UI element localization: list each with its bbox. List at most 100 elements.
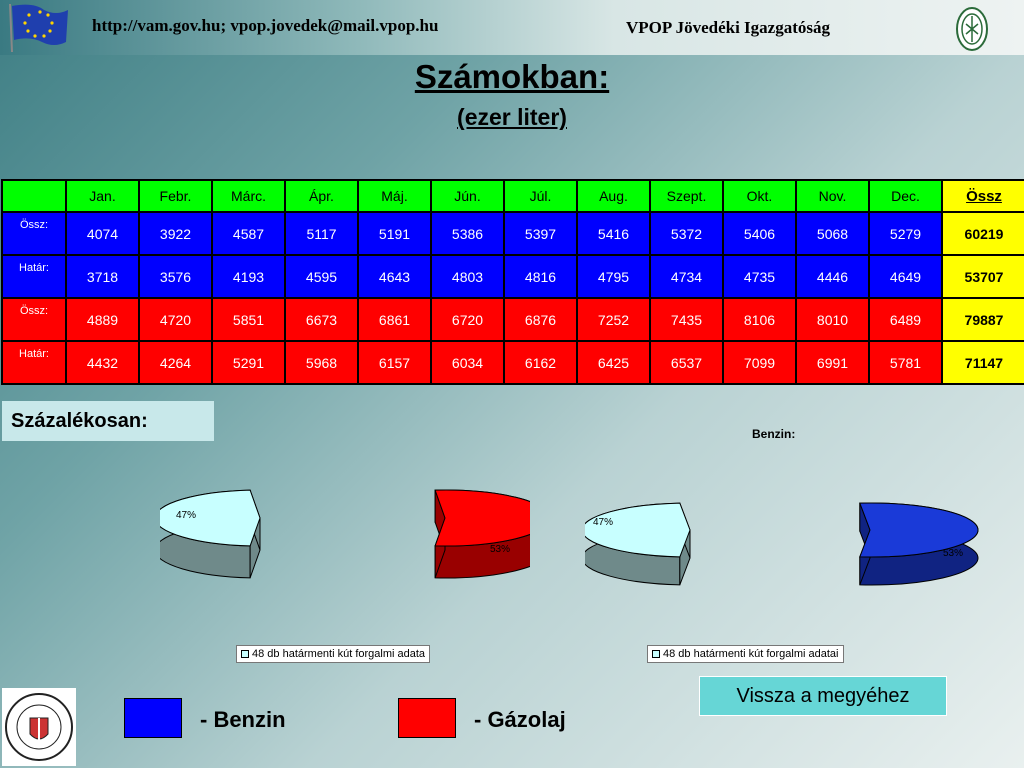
table-cell: 4720 — [138, 297, 213, 342]
table-cell: 5851 — [211, 297, 286, 342]
table-cell: 6876 — [503, 297, 578, 342]
gazolaj-key-label: - Gázolaj — [474, 707, 566, 732]
table-cell: 6861 — [357, 297, 432, 342]
table-cell: 8010 — [795, 297, 870, 342]
table-cell: 4803 — [430, 254, 505, 299]
column-header: Szept. — [649, 179, 724, 213]
table-cell: 6034 — [430, 340, 505, 385]
column-header: Jún. — [430, 179, 505, 213]
column-header: Aug. — [576, 179, 651, 213]
corner-cell — [1, 179, 67, 213]
table-row: Össz: 4074 3922 4587 5117 5191 5386 5397 5416 537… — [1, 211, 1024, 256]
diesel-pie-chart: 47% 53% — [160, 489, 530, 579]
table-cell: 5781 — [868, 340, 943, 385]
pie-slice — [585, 502, 691, 558]
total-column-header: Össz — [941, 179, 1024, 213]
table-cell: 5416 — [576, 211, 651, 256]
table-row: Össz: 4889 4720 5851 6673 6861 6720 6876 7252 743… — [1, 297, 1024, 342]
table-row: Határ: 4432 4264 5291 5968 6157 6034 6162 6425 65… — [1, 340, 1024, 385]
column-header: Nov. — [795, 179, 870, 213]
agency-emblem-icon — [956, 7, 988, 51]
table-cell: 6425 — [576, 340, 651, 385]
pie-slice — [434, 489, 530, 547]
table-cell: 4264 — [138, 340, 213, 385]
table-cell: 4649 — [868, 254, 943, 299]
table-cell: 7099 — [722, 340, 797, 385]
benzin-color-swatch — [124, 698, 182, 738]
column-header: Febr. — [138, 179, 213, 213]
table-cell: 5117 — [284, 211, 359, 256]
table-cell: 3922 — [138, 211, 213, 256]
table-cell: 6489 — [868, 297, 943, 342]
row-label: Össz: — [1, 211, 67, 256]
diesel-pie-legend: 48 db határmenti kút forgalmi adata — [236, 645, 431, 663]
table-cell: 3718 — [65, 254, 140, 299]
anniversary-seal-icon — [2, 688, 76, 766]
legend-swatch — [241, 650, 249, 659]
header-org-name: VPOP Jövedéki Igazgatóság — [626, 18, 830, 37]
table-cell: 5397 — [503, 211, 578, 256]
pie-slice — [859, 502, 979, 558]
table-cell: 4587 — [211, 211, 286, 256]
pie-slice-label: 53% — [943, 548, 963, 559]
table-header-row: Jan. Febr. Márc. Ápr. Máj. Jún. Júl. Aug… — [1, 179, 1024, 213]
pie-slice-label: 47% — [593, 517, 613, 528]
table-cell: 4446 — [795, 254, 870, 299]
table-cell: 4643 — [357, 254, 432, 299]
gazolaj-color-swatch — [398, 698, 456, 738]
legend-swatch — [652, 650, 660, 659]
column-header: Júl. — [503, 179, 578, 213]
table-cell: 6720 — [430, 297, 505, 342]
table-cell: 4074 — [65, 211, 140, 256]
benzin-pie-chart: 47% 53% — [585, 502, 979, 586]
table-row: Határ: 3718 3576 4193 4595 4643 4803 4816 4795 47… — [1, 254, 1024, 299]
table-cell: 4816 — [503, 254, 578, 299]
total-cell: 60219 — [941, 211, 1024, 256]
table-cell: 5068 — [795, 211, 870, 256]
table-cell: 6991 — [795, 340, 870, 385]
eu-flag-icon — [9, 3, 68, 52]
table-cell: 5279 — [868, 211, 943, 256]
table-cell: 5406 — [722, 211, 797, 256]
table-cell: 4735 — [722, 254, 797, 299]
table-cell: 4889 — [65, 297, 140, 342]
page-subtitle: (ezer liter) — [457, 104, 567, 130]
row-label: Határ: — [1, 254, 67, 299]
pie-slice-label: 47% — [176, 510, 196, 521]
monthly-volume-table: Jan. Febr. Márc. Ápr. Máj. Jún. Júl. Aug… — [1, 179, 1024, 385]
header-bar — [0, 0, 1024, 55]
table-cell: 3576 — [138, 254, 213, 299]
table-cell: 4595 — [284, 254, 359, 299]
pie-slice — [160, 489, 261, 547]
table-cell: 6157 — [357, 340, 432, 385]
row-label: Össz: — [1, 297, 67, 342]
row-label: Határ: — [1, 340, 67, 385]
table-cell: 8106 — [722, 297, 797, 342]
pie-slice-label: 53% — [490, 544, 510, 555]
table-cell: 6673 — [284, 297, 359, 342]
table-cell: 4734 — [649, 254, 724, 299]
table-cell: 4193 — [211, 254, 286, 299]
column-header: Márc. — [211, 179, 286, 213]
total-cell: 53707 — [941, 254, 1024, 299]
table-cell: 7435 — [649, 297, 724, 342]
table-cell: 7252 — [576, 297, 651, 342]
table-cell: 6162 — [503, 340, 578, 385]
column-header: Ápr. — [284, 179, 359, 213]
benzin-pie-legend: 48 db határmenti kút forgalmi adatai — [647, 645, 844, 663]
back-to-county-button[interactable]: Vissza a megyéhez — [699, 676, 947, 716]
table-cell: 5191 — [357, 211, 432, 256]
table-cell: 5372 — [649, 211, 724, 256]
legend-text: 48 db határmenti kút forgalmi adatai — [663, 648, 839, 660]
table-cell: 5291 — [211, 340, 286, 385]
header-url-text: http://vam.gov.hu; vpop.jovedek@mail.vpo… — [92, 16, 439, 35]
benzin-key-label: - Benzin — [200, 707, 286, 732]
table-cell: 5386 — [430, 211, 505, 256]
column-header: Jan. — [65, 179, 140, 213]
table-cell: 4432 — [65, 340, 140, 385]
column-header: Okt. — [722, 179, 797, 213]
table-cell: 6537 — [649, 340, 724, 385]
page-title: Számokban: — [414, 58, 610, 95]
table-cell: 5968 — [284, 340, 359, 385]
table-cell: 4795 — [576, 254, 651, 299]
